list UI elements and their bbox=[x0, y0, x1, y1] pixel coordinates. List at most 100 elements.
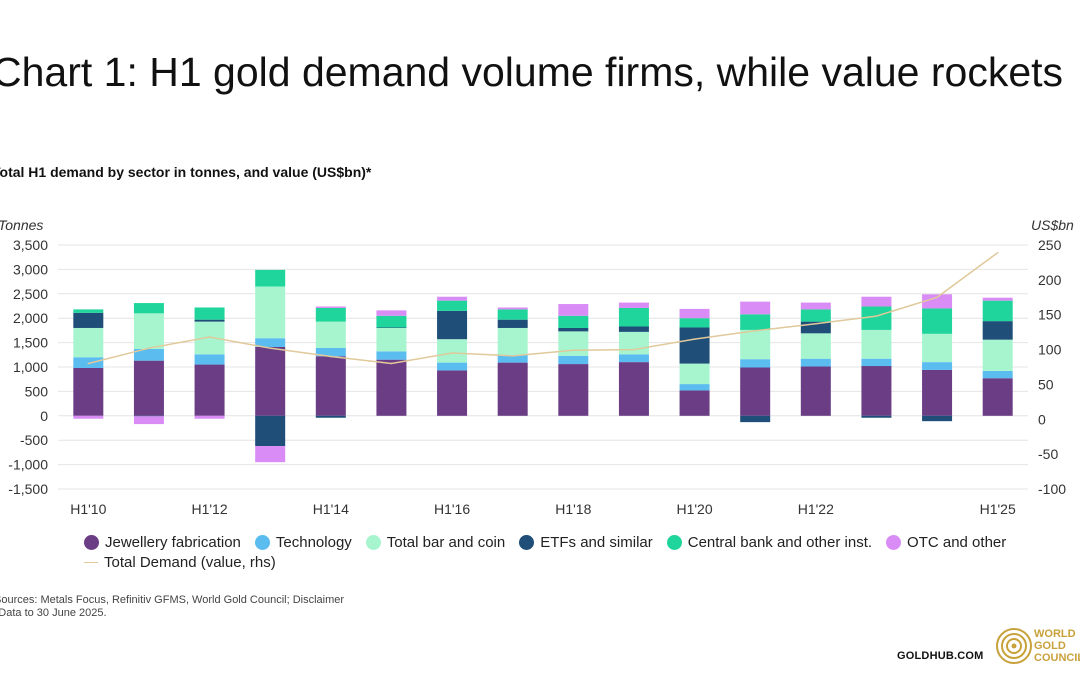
bar-segment bbox=[437, 300, 468, 311]
bar-segment bbox=[861, 329, 892, 359]
left-axis-unit: Tonnes bbox=[0, 217, 44, 233]
legend-item-total-demand: Total Demand (value, rhs) bbox=[84, 554, 276, 571]
legend-item: Jewellery fabrication bbox=[84, 534, 241, 551]
bar-segment bbox=[740, 367, 771, 416]
bar-segment bbox=[376, 359, 407, 416]
bar-segment bbox=[618, 307, 649, 327]
line-point bbox=[936, 296, 938, 299]
bar-segment bbox=[558, 304, 589, 316]
bar-segment bbox=[73, 357, 104, 368]
x-tick-label: H1'16 bbox=[434, 501, 470, 517]
line-point bbox=[148, 347, 150, 349]
bar-segment bbox=[800, 309, 831, 322]
bar-segment bbox=[922, 362, 953, 370]
bar-segment bbox=[315, 307, 346, 322]
line-swatch bbox=[84, 561, 98, 563]
bar-segment bbox=[73, 367, 104, 416]
legend-label: ETFs and similar bbox=[540, 533, 653, 551]
bar-segment bbox=[255, 446, 286, 463]
page-title: Chart 1: H1 gold demand volume firms, wh… bbox=[0, 49, 1064, 95]
bar-segment bbox=[922, 369, 953, 416]
line-point bbox=[87, 362, 90, 365]
brand-line: WORLD bbox=[1034, 628, 1076, 640]
value-line bbox=[87, 251, 999, 365]
bar-segment bbox=[376, 351, 407, 360]
bar-segment bbox=[437, 339, 468, 363]
bar-segment bbox=[194, 415, 225, 419]
bar-segment bbox=[497, 309, 528, 320]
bar-segment bbox=[437, 296, 468, 301]
bar-segment bbox=[679, 327, 710, 364]
bar-segment bbox=[558, 364, 589, 416]
bar-segment bbox=[255, 415, 286, 447]
bar-segment bbox=[740, 301, 771, 315]
legend-item: ETFs and similar bbox=[519, 534, 653, 551]
y2-tick-label: -100 bbox=[1038, 481, 1066, 497]
bar-segment bbox=[861, 358, 892, 367]
bar-segment bbox=[437, 370, 468, 416]
bar-segment bbox=[133, 416, 164, 425]
y2-tick-label: -50 bbox=[1038, 446, 1058, 462]
y2-tick-label: 250 bbox=[1038, 237, 1062, 253]
legend-swatch bbox=[365, 534, 381, 550]
legend-swatch bbox=[886, 534, 902, 550]
bar-segment bbox=[437, 310, 468, 340]
x-axis: H1'10 H1'12 H1'14 H1'16 H1'18 H1'20 H1'22 H1'25 bbox=[70, 501, 1016, 517]
bar-segment bbox=[982, 370, 1013, 379]
bar-segment bbox=[194, 307, 225, 320]
y-tick-label: -1,000 bbox=[8, 457, 48, 473]
brand-line: GOLD bbox=[1034, 640, 1066, 652]
bar-segment bbox=[133, 313, 164, 349]
legend-label: Total bar and coin bbox=[386, 533, 506, 551]
bar-segment bbox=[376, 315, 407, 328]
bar-segment bbox=[679, 318, 710, 328]
bar-segment bbox=[133, 303, 164, 314]
legend-item: OTC and other bbox=[886, 534, 1006, 551]
wgc-logo-icon bbox=[996, 628, 1032, 664]
line-point bbox=[754, 329, 756, 332]
chart-area: -1,500-1,000-50005001,0001,5002,0002,500… bbox=[8, 237, 1066, 517]
data-date-note: *Data to 30 June 2025. bbox=[0, 607, 107, 619]
left-y-axis: -1,500 -1,000 -500 0 500 1,000 1,500 2,000 2,500… bbox=[8, 237, 48, 497]
x-tick-label: H1'12 bbox=[191, 501, 227, 517]
legend-label: OTC and other bbox=[907, 533, 1007, 551]
bar-segment bbox=[922, 333, 953, 363]
bar-segment bbox=[982, 321, 1013, 340]
x-tick-label: H1'25 bbox=[980, 501, 1016, 517]
bar-segment bbox=[922, 294, 953, 309]
bar-segment bbox=[194, 354, 225, 365]
sources-line: Sources: Metals Focus, Refinitiv GFMS, W… bbox=[0, 594, 345, 606]
goldhub-link[interactable]: GOLDHUB.COM bbox=[897, 650, 984, 662]
bar-segment bbox=[497, 319, 528, 328]
legend-item: Technology bbox=[254, 533, 352, 551]
bar-segment bbox=[679, 363, 710, 385]
line-point bbox=[208, 336, 211, 338]
bar-segment bbox=[194, 319, 225, 322]
legend-label: Technology bbox=[275, 533, 352, 551]
bars bbox=[73, 269, 1013, 463]
legend-label: Total Demand (value, rhs) bbox=[104, 553, 276, 571]
line-point bbox=[511, 355, 514, 357]
brand-line: COUNCIL bbox=[1034, 652, 1080, 664]
bar-segment bbox=[73, 327, 104, 358]
bar-segment bbox=[800, 321, 831, 334]
bar-segment bbox=[982, 297, 1013, 301]
line-point bbox=[693, 338, 696, 340]
legend-swatch bbox=[254, 534, 270, 550]
line-point bbox=[815, 322, 817, 325]
x-tick-label: H1'20 bbox=[676, 501, 712, 517]
bar-segment bbox=[497, 362, 528, 416]
bar-segment bbox=[315, 415, 346, 418]
legend-row-series: Jewellery fabrication Technology Total bar… bbox=[84, 532, 1064, 552]
bar-segment bbox=[922, 415, 953, 422]
bar-segment bbox=[740, 314, 771, 330]
y2-tick-label: 50 bbox=[1038, 376, 1054, 392]
bar-segment bbox=[194, 321, 225, 355]
bar-segment bbox=[679, 390, 710, 416]
bar-segment bbox=[497, 354, 528, 363]
bar-segment bbox=[73, 312, 104, 328]
bar-segment bbox=[982, 300, 1013, 322]
bar-segment bbox=[800, 358, 831, 367]
bar-segment bbox=[376, 310, 407, 316]
x-tick-label: H1'22 bbox=[798, 501, 834, 517]
